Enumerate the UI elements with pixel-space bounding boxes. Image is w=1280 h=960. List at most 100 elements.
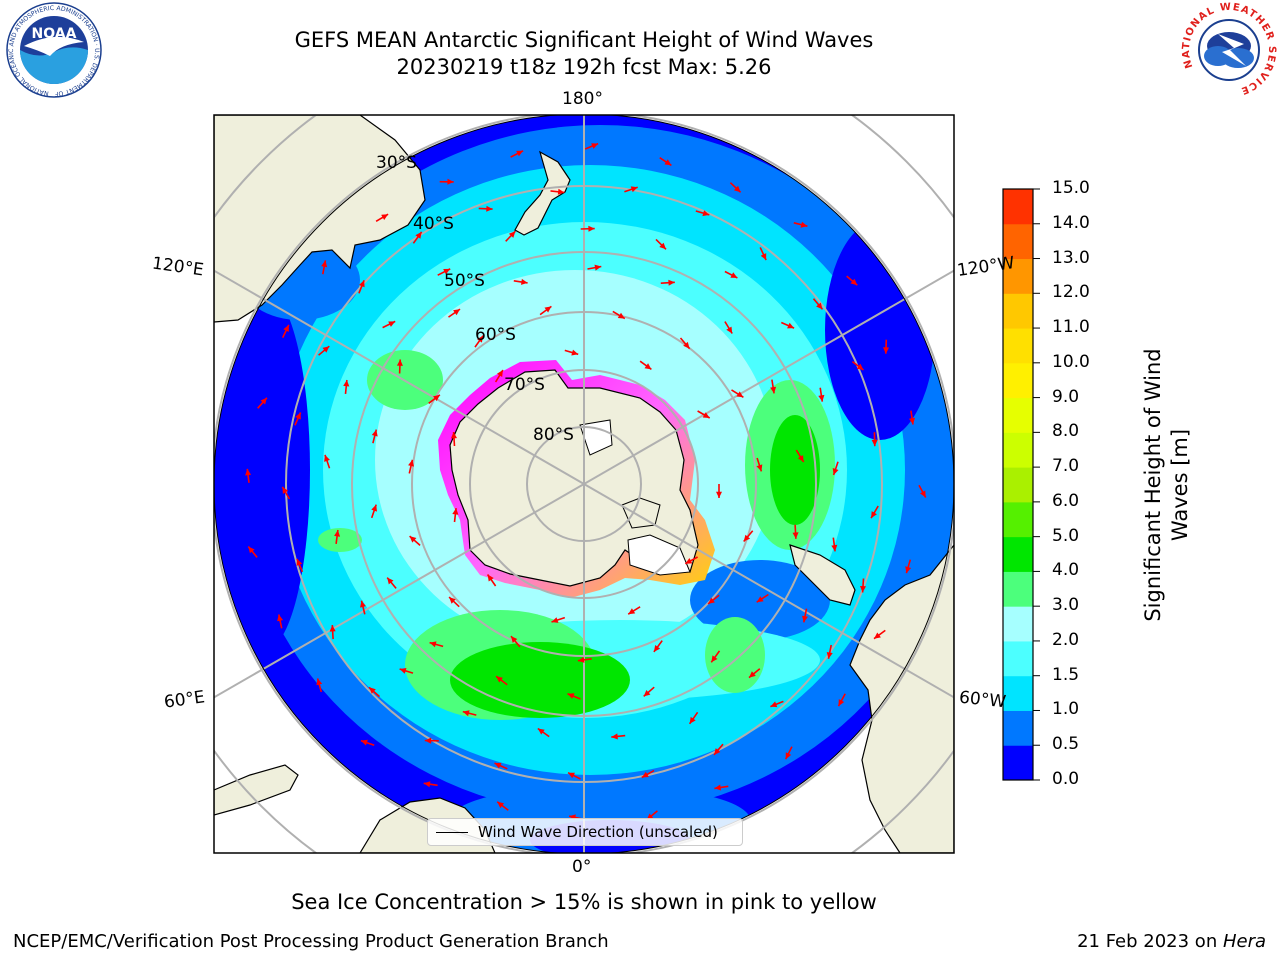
wave-direction-arrowhead xyxy=(371,429,378,437)
wave-direction-arrowhead xyxy=(756,464,763,472)
wave-direction-arrowhead xyxy=(644,363,652,370)
wave-direction-arrowhead xyxy=(770,386,777,394)
wave-direction-arrowhead xyxy=(685,558,693,564)
wave-direction-arrowhead xyxy=(714,748,721,755)
wave-direction-arrowhead xyxy=(653,645,661,652)
footer-producer: NCEP/EMC/Verification Post Processing Pr… xyxy=(13,931,609,952)
wave-direction-arrowhead xyxy=(329,625,336,632)
colorbar-tick-label: 4.0 xyxy=(1052,560,1080,581)
wave-direction-arrowhead xyxy=(874,632,881,639)
map-legend: Wind Wave Direction (unscaled) xyxy=(427,818,743,846)
colorbar-tick-label: 0.5 xyxy=(1052,734,1080,755)
colorbar-segment xyxy=(1003,328,1033,364)
madagascar xyxy=(214,764,299,816)
colorbar-tick-label: 10.0 xyxy=(1052,351,1090,372)
colorbar-segment xyxy=(1003,675,1033,711)
wave-direction-arrowhead xyxy=(360,739,368,746)
wave-direction-arrowhead xyxy=(567,693,575,699)
colorbar-segment xyxy=(1003,189,1033,225)
wave-direction-arrowhead xyxy=(429,641,437,648)
wave-direction-arrowhead xyxy=(443,268,451,275)
colorbar-tick-label: 5.0 xyxy=(1052,525,1080,546)
wave-direction-arrowhead xyxy=(730,272,738,278)
colorbar-tick-label: 1.0 xyxy=(1052,699,1080,720)
colorbar-tick-label: 0.0 xyxy=(1052,769,1080,789)
wave-direction-arrowhead xyxy=(557,188,565,195)
wave-direction-arrowhead xyxy=(343,380,350,387)
wave-direction-arrowhead xyxy=(277,614,284,622)
colorbar-tick-label: 13.0 xyxy=(1052,247,1090,268)
colorbar-tick-label: 14.0 xyxy=(1052,212,1090,233)
colorbar-tick-label: 9.0 xyxy=(1052,386,1080,407)
latitude-label-60s: 60°S xyxy=(475,325,516,345)
wave-direction-arrowhead xyxy=(447,178,454,185)
wave-direction-arrowhead xyxy=(689,716,696,724)
wave-direction-arrowhead xyxy=(800,221,808,228)
wave-direction-arrowhead xyxy=(850,278,858,286)
wave-direction-arrowhead xyxy=(683,341,690,349)
wave-direction-arrowhead xyxy=(733,185,741,193)
australia xyxy=(214,115,426,323)
wave-direction-arrowhead xyxy=(716,491,722,498)
graticule xyxy=(214,115,954,853)
latitude-label-30s: 30°S xyxy=(376,153,417,173)
wave-direction-arrowhead xyxy=(617,312,625,319)
wave-direction-arrowhead xyxy=(486,205,493,212)
wave-direction-arrowhead xyxy=(643,690,651,697)
wave-direction-arrowhead xyxy=(664,159,672,166)
wave-direction-arrowhead xyxy=(544,306,552,313)
colorbar-label: Significant Height of Wind Waves [m] xyxy=(1141,348,1192,622)
wave-direction-arrowhead xyxy=(408,459,414,467)
wave-direction-arrowhead xyxy=(760,253,767,261)
wave-direction-arrowhead xyxy=(920,490,926,498)
colorbar-segment xyxy=(1003,501,1033,538)
wave-direction-arrowhead xyxy=(630,186,638,193)
colorbar-segment xyxy=(1003,432,1033,468)
wave-direction-arrowhead xyxy=(628,608,636,615)
colorbar-segment xyxy=(1003,467,1033,503)
latitude-label-40s: 40°S xyxy=(413,214,454,234)
wave-direction-arrowhead xyxy=(551,617,559,623)
wave-direction-arrowhead xyxy=(283,324,289,332)
footer-date-text: 21 Feb 2023 on xyxy=(1077,931,1223,952)
wave-direction-arrowhead xyxy=(453,309,460,316)
wave-direction-arrowhead xyxy=(497,801,504,809)
legend-label: Wind Wave Direction (unscaled) xyxy=(478,823,718,841)
colorbar-tick-label: 7.0 xyxy=(1052,456,1080,477)
wave-direction-arrowhead xyxy=(324,454,330,462)
wave-direction-arrowhead xyxy=(818,394,825,402)
legend-line-icon xyxy=(436,831,468,833)
colorbar-segment xyxy=(1003,536,1033,572)
wave-direction-arrowhead xyxy=(577,656,585,663)
south-america xyxy=(849,544,954,853)
wave-direction-arrowhead xyxy=(802,615,808,623)
wave-direction-arrowhead xyxy=(450,432,457,439)
wave-direction-arrowhead xyxy=(756,596,764,603)
colorbar xyxy=(1003,188,1040,781)
wave-direction-arrowhead xyxy=(322,346,330,353)
wave-direction-arrowhead xyxy=(433,394,440,402)
wave-direction-arrowhead xyxy=(708,597,715,604)
wave-direction-arrowhead xyxy=(245,468,252,476)
wave-direction-arrowhead xyxy=(787,322,795,329)
national-weather-service-logo: NATIONAL WEATHER SERVICE xyxy=(1181,2,1277,98)
wave-direction-arrowhead xyxy=(371,504,377,512)
footer-date: 21 Feb 2023 on Hera xyxy=(1077,931,1266,952)
sea-ice-caption: Sea Ice Concentration > 15% is shown in … xyxy=(291,890,877,914)
wave-direction-arrowhead xyxy=(871,511,877,519)
wave-direction-arrowhead xyxy=(668,279,675,286)
colorbar-segment xyxy=(1003,258,1033,294)
new-zealand xyxy=(514,150,571,236)
wave-direction-arrowhead xyxy=(496,676,503,683)
wave-direction-arrowhead xyxy=(396,359,403,366)
wave-direction-arrowhead xyxy=(909,417,915,425)
latitude-label-50s: 50°S xyxy=(444,271,485,291)
wave-direction-arrowhead xyxy=(611,733,618,740)
wave-direction-arrowhead xyxy=(714,784,722,791)
wave-direction-arrowhead xyxy=(537,728,545,735)
colorbar-segment xyxy=(1003,397,1033,433)
wave-direction-arrowhead xyxy=(749,671,756,678)
wave-direction-arrowhead xyxy=(508,231,516,238)
wave-direction-arrowhead xyxy=(462,710,470,717)
